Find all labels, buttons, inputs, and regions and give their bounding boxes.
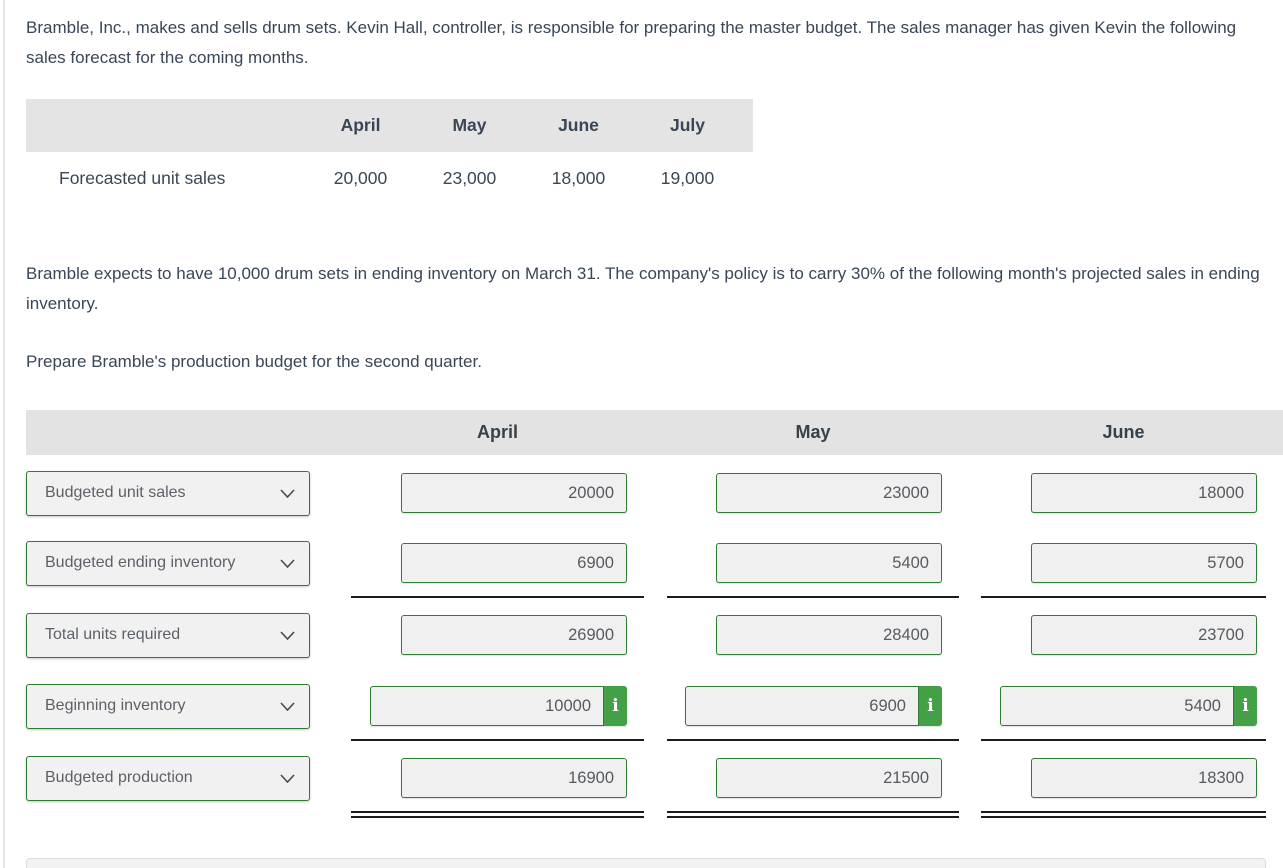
input-ending-inventory-june[interactable]: [1031, 543, 1257, 583]
budget-row-production: Budgeted production: [26, 755, 1283, 801]
input-ending-inventory-may[interactable]: [716, 543, 942, 583]
forecast-july: 19,000: [660, 168, 715, 188]
instruction-paragraph: Prepare Bramble's production budget for …: [26, 352, 482, 371]
budget-row-beginning-inventory: Beginning inventory i i i: [26, 683, 1283, 729]
row-label-dropdown[interactable]: Budgeted production: [26, 755, 310, 801]
input-production-april[interactable]: [401, 758, 627, 798]
info-icon: i: [1242, 696, 1249, 716]
info-button[interactable]: i: [604, 686, 627, 726]
underline: [351, 738, 644, 741]
chevron-down-icon: [280, 558, 295, 568]
dropdown-selected-value: Budgeted ending inventory: [45, 554, 236, 571]
chevron-down-icon: [280, 630, 295, 640]
row-label-dropdown[interactable]: Beginning inventory: [26, 683, 310, 729]
double-underline: [667, 810, 959, 818]
double-underline: [351, 810, 644, 818]
forecast-may: 23,000: [442, 168, 497, 188]
input-unit-sales-may[interactable]: [716, 473, 942, 513]
info-button[interactable]: i: [1234, 686, 1257, 726]
budget-header-april: April: [476, 421, 518, 442]
input-ending-inventory-april[interactable]: [401, 543, 627, 583]
chevron-down-icon: [280, 701, 295, 711]
underline: [981, 595, 1266, 598]
single-underline-row: [26, 595, 1283, 598]
column-header-may: May: [452, 115, 487, 135]
input-beginning-inventory-april[interactable]: [370, 686, 604, 726]
dropdown-selected-value: Budgeted unit sales: [45, 484, 186, 501]
column-header-june: June: [558, 115, 599, 135]
dropdown-selected-value: Total units required: [45, 626, 181, 643]
budget-row-total-required: Total units required: [26, 612, 1283, 658]
budget-row-ending-inventory: Budgeted ending inventory: [26, 540, 1283, 586]
input-total-required-may[interactable]: [716, 615, 942, 655]
column-header-april: April: [340, 115, 381, 135]
underline: [667, 738, 959, 741]
sales-table-row: Forecasted unit sales 20,000 23,000 18,0…: [26, 152, 753, 205]
underline: [981, 738, 1266, 741]
forecast-june: 18,000: [551, 168, 606, 188]
dropdown-selected-value: Beginning inventory: [45, 697, 186, 714]
column-header-july: July: [669, 115, 706, 135]
input-production-june[interactable]: [1031, 758, 1257, 798]
next-section-panel-edge: [26, 857, 1266, 868]
budget-row-unit-sales: Budgeted unit sales: [26, 470, 1283, 516]
double-underline: [981, 810, 1266, 818]
row-label-dropdown[interactable]: Total units required: [26, 612, 310, 658]
forecast-april: 20,000: [333, 168, 388, 188]
budget-header-may: May: [795, 421, 831, 442]
input-production-may[interactable]: [716, 758, 942, 798]
page-left-divider: [3, 0, 5, 868]
double-underline-row: [26, 810, 1283, 818]
budget-header-june: June: [1102, 421, 1145, 442]
budget-table-header: April May June: [26, 409, 1283, 455]
dropdown-selected-value: Budgeted production: [45, 769, 193, 786]
info-icon: i: [927, 696, 934, 716]
sales-table-header: April May June July: [26, 99, 753, 152]
single-underline-row: [26, 738, 1283, 741]
chevron-down-icon: [280, 773, 295, 783]
sales-forecast-table: April May June July Forecasted unit sale…: [26, 99, 753, 205]
input-unit-sales-june[interactable]: [1031, 473, 1257, 513]
input-with-info-group: i: [1000, 686, 1257, 726]
intro-paragraph: Bramble, Inc., makes and sells drum sets…: [26, 18, 1237, 67]
row-label-dropdown[interactable]: Budgeted ending inventory: [26, 540, 310, 586]
underline: [351, 595, 644, 598]
policy-paragraph: Bramble expects to have 10,000 drum sets…: [26, 264, 1260, 313]
input-with-info-group: i: [370, 686, 627, 726]
chevron-down-icon: [280, 488, 295, 498]
input-with-info-group: i: [685, 686, 942, 726]
input-unit-sales-april[interactable]: [401, 473, 627, 513]
info-icon: i: [612, 696, 619, 716]
input-total-required-april[interactable]: [401, 615, 627, 655]
input-beginning-inventory-june[interactable]: [1000, 686, 1234, 726]
underline: [667, 595, 959, 598]
row-label: Forecasted unit sales: [59, 168, 226, 188]
row-label-dropdown[interactable]: Budgeted unit sales: [26, 470, 310, 516]
input-total-required-june[interactable]: [1031, 615, 1257, 655]
info-button[interactable]: i: [919, 686, 942, 726]
input-beginning-inventory-may[interactable]: [685, 686, 919, 726]
